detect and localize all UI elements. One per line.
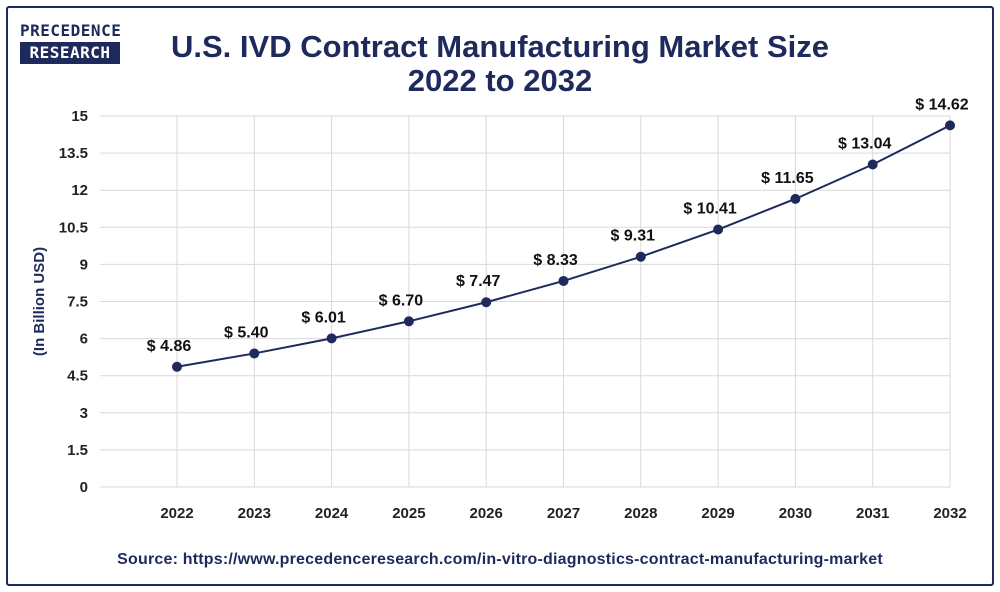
y-tick-label: 10.5 bbox=[59, 219, 88, 236]
data-point bbox=[172, 361, 182, 372]
y-tick-label: 4.5 bbox=[67, 368, 88, 385]
x-tick-label: 2030 bbox=[779, 505, 812, 522]
data-point bbox=[326, 333, 337, 344]
data-point bbox=[713, 224, 724, 235]
data-label: $ 14.62 bbox=[915, 96, 968, 113]
y-tick-label: 0 bbox=[80, 479, 88, 496]
data-label: $ 4.86 bbox=[147, 338, 192, 355]
data-point bbox=[790, 193, 801, 204]
x-tick-label: 2024 bbox=[315, 505, 349, 522]
x-tick-label: 2025 bbox=[392, 505, 425, 522]
y-tick-label: 12 bbox=[71, 182, 88, 199]
data-point bbox=[867, 159, 878, 170]
data-label: $ 9.31 bbox=[611, 228, 656, 245]
x-tick-label: 2029 bbox=[701, 505, 734, 522]
data-label: $ 13.04 bbox=[838, 135, 891, 152]
y-tick-label: 13.5 bbox=[59, 145, 88, 162]
logo-line-2: RESEARCH bbox=[20, 42, 120, 64]
data-point bbox=[558, 275, 569, 286]
chart-frame bbox=[6, 6, 994, 586]
y-tick-label: 7.5 bbox=[67, 294, 88, 311]
x-tick-label: 2023 bbox=[238, 505, 271, 522]
data-point bbox=[635, 251, 646, 262]
data-label: $ 6.01 bbox=[301, 309, 346, 326]
x-tick-label: 2031 bbox=[856, 505, 889, 522]
brand-logo: PRECEDENCE RESEARCH bbox=[20, 20, 122, 64]
data-point bbox=[249, 348, 260, 359]
y-tick-label: 9 bbox=[80, 256, 88, 273]
data-label: $ 7.47 bbox=[456, 273, 501, 290]
y-tick-label: 6 bbox=[80, 331, 88, 348]
x-tick-label: 2022 bbox=[160, 505, 193, 522]
data-label: $ 11.65 bbox=[761, 170, 814, 187]
x-tick-label: 2032 bbox=[933, 505, 966, 522]
data-label: $ 8.33 bbox=[533, 252, 578, 269]
data-label: $ 10.41 bbox=[683, 201, 736, 218]
chart-title: U.S. IVD Contract Manufacturing Market S… bbox=[171, 29, 829, 64]
y-axis-label: (In Billion USD) bbox=[31, 247, 48, 356]
x-tick-label: 2027 bbox=[547, 505, 580, 522]
chart-subtitle: 2022 to 2032 bbox=[407, 63, 593, 98]
data-label: $ 5.40 bbox=[224, 324, 269, 341]
data-point bbox=[403, 316, 414, 327]
data-point bbox=[481, 297, 492, 308]
data-point bbox=[945, 120, 955, 131]
y-tick-label: 1.5 bbox=[67, 442, 88, 459]
x-tick-label: 2026 bbox=[470, 505, 503, 522]
y-tick-label: 15 bbox=[71, 108, 88, 125]
y-tick-label: 3 bbox=[80, 405, 88, 422]
logo-line-1: PRECEDENCE bbox=[20, 21, 122, 40]
source-note: Source: https://www.precedenceresearch.c… bbox=[117, 551, 883, 568]
x-tick-label: 2028 bbox=[624, 505, 657, 522]
data-label: $ 6.70 bbox=[379, 292, 424, 309]
